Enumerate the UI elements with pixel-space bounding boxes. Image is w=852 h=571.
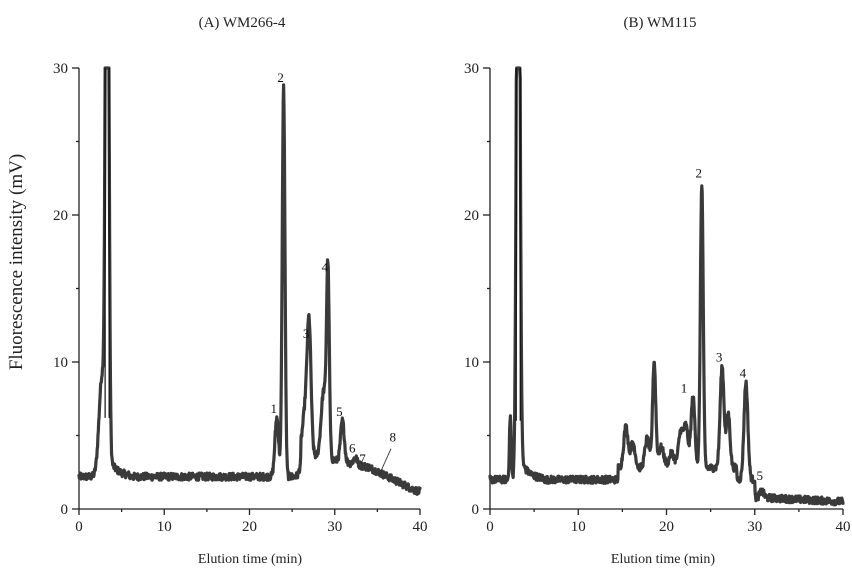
panel-a-peak-labels: 1 2 3 4 5 67 8 bbox=[271, 70, 396, 476]
panel-a-peak-label-7: 7 bbox=[359, 451, 366, 466]
panel-a-y-tick-label: 20 bbox=[53, 208, 68, 224]
panel-b-peak-label-5: 5 bbox=[757, 468, 764, 483]
panel-a-peak-label-5: 5 bbox=[336, 404, 343, 419]
panel-b-x-tick-label: 20 bbox=[659, 519, 674, 535]
panel-a-title: (A) WM266-4 bbox=[199, 15, 286, 31]
panel-b-ticks: 0 10 20 30 40 0 10 20 30 bbox=[464, 61, 851, 535]
panel-b-x-tick-label: 30 bbox=[747, 519, 762, 535]
panel-b-peak-labels: 1 2 3 4 5 bbox=[681, 166, 763, 483]
panel-b-axes bbox=[489, 68, 843, 510]
panel-a-x-axis-label: Elution time (min) bbox=[198, 552, 303, 567]
panel-b-peak-label-1: 1 bbox=[681, 380, 688, 395]
panel-a-axes bbox=[78, 68, 420, 510]
panel-a-plot-area bbox=[77, 66, 422, 496]
panel-a-y-tick-label: 10 bbox=[53, 355, 68, 371]
panel-a-chromatogram-trace bbox=[77, 66, 422, 496]
panel-b-x-tick-label: 0 bbox=[486, 519, 494, 535]
panel-a-x-tick-label: 30 bbox=[327, 519, 342, 535]
panel-b-plot-area bbox=[488, 66, 845, 507]
panel-b-x-axis-label: Elution time (min) bbox=[611, 552, 716, 567]
panel-a-peak-label-4: 4 bbox=[322, 260, 329, 275]
panel-b-y-tick-label: 10 bbox=[464, 355, 479, 371]
panel-b-x-tick-label: 10 bbox=[571, 519, 586, 535]
panel-a: (A) WM266-4 Fluorescence intensity (mV) … bbox=[6, 15, 428, 567]
panel-b-y-tick-label: 0 bbox=[472, 502, 480, 518]
panel-a-x-tick-label: 10 bbox=[157, 519, 172, 535]
panel-b-y-tick-label: 20 bbox=[464, 208, 479, 224]
panel-a-peak-label-2: 2 bbox=[277, 70, 284, 85]
panel-b: (B) WM115 Elution time (min) 0 10 20 30 40 0 1… bbox=[464, 15, 851, 567]
panel-a-peak-label-1: 1 bbox=[271, 401, 278, 416]
panel-a-peak-label-3: 3 bbox=[303, 326, 310, 341]
panel-a-ticks: 0 10 20 30 40 0 10 20 30 bbox=[53, 61, 428, 535]
panel-b-chromatogram-trace bbox=[488, 66, 845, 507]
panel-b-peak-label-4: 4 bbox=[740, 366, 747, 381]
panel-b-title: (B) WM115 bbox=[624, 15, 697, 31]
panel-a-peak-leader-line bbox=[378, 448, 392, 476]
y-axis-label: Fluorescence intensity (mV) bbox=[6, 154, 27, 370]
panel-a-peak-label-6: 6 bbox=[349, 441, 356, 456]
panel-b-peak-label-2: 2 bbox=[696, 166, 703, 181]
panel-b-x-tick-label: 40 bbox=[836, 519, 851, 535]
panel-a-y-tick-label: 30 bbox=[53, 61, 68, 77]
panel-b-y-tick-label: 30 bbox=[464, 61, 479, 77]
panel-a-y-tick-label: 0 bbox=[61, 502, 69, 518]
panel-b-peak-label-3: 3 bbox=[716, 349, 723, 364]
panel-a-x-tick-label: 20 bbox=[242, 519, 257, 535]
panel-a-x-tick-label: 0 bbox=[75, 519, 83, 535]
panel-a-x-tick-label: 40 bbox=[413, 519, 428, 535]
panel-a-peak-label-8: 8 bbox=[389, 429, 396, 444]
